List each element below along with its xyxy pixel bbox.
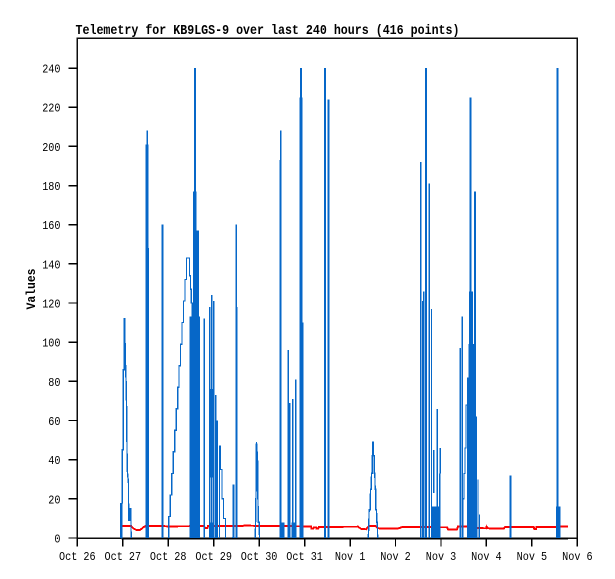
svg-text:80: 80 — [48, 376, 60, 390]
svg-text:160: 160 — [42, 219, 60, 233]
svg-text:60: 60 — [48, 415, 60, 429]
svg-text:Oct 27: Oct 27 — [105, 550, 142, 564]
svg-text:Oct 31: Oct 31 — [286, 550, 323, 564]
svg-text:100: 100 — [42, 337, 60, 351]
svg-text:180: 180 — [42, 180, 60, 194]
svg-text:Nov 1: Nov 1 — [335, 550, 366, 564]
svg-text:20: 20 — [48, 493, 60, 507]
svg-text:Values: Values — [24, 268, 39, 309]
svg-text:140: 140 — [42, 258, 60, 272]
svg-text:Oct 30: Oct 30 — [241, 550, 278, 564]
svg-text:Nov 4: Nov 4 — [471, 550, 502, 564]
svg-text:200: 200 — [42, 141, 60, 155]
svg-text:220: 220 — [42, 102, 60, 116]
svg-text:Oct 26: Oct 26 — [59, 550, 96, 564]
svg-text:Oct 28: Oct 28 — [150, 550, 187, 564]
svg-text:240: 240 — [42, 63, 60, 77]
svg-text:Nov 5: Nov 5 — [517, 550, 548, 564]
svg-text:Telemetry for KB9LGS-9 over la: Telemetry for KB9LGS-9 over last 240 hou… — [76, 24, 460, 39]
svg-text:Nov 3: Nov 3 — [426, 550, 457, 564]
svg-text:0: 0 — [54, 533, 60, 547]
svg-text:Nov 2: Nov 2 — [380, 550, 411, 564]
svg-text:Nov 6: Nov 6 — [562, 550, 593, 564]
svg-text:40: 40 — [48, 454, 60, 468]
svg-text:120: 120 — [42, 298, 60, 312]
svg-text:Oct 29: Oct 29 — [195, 550, 232, 564]
